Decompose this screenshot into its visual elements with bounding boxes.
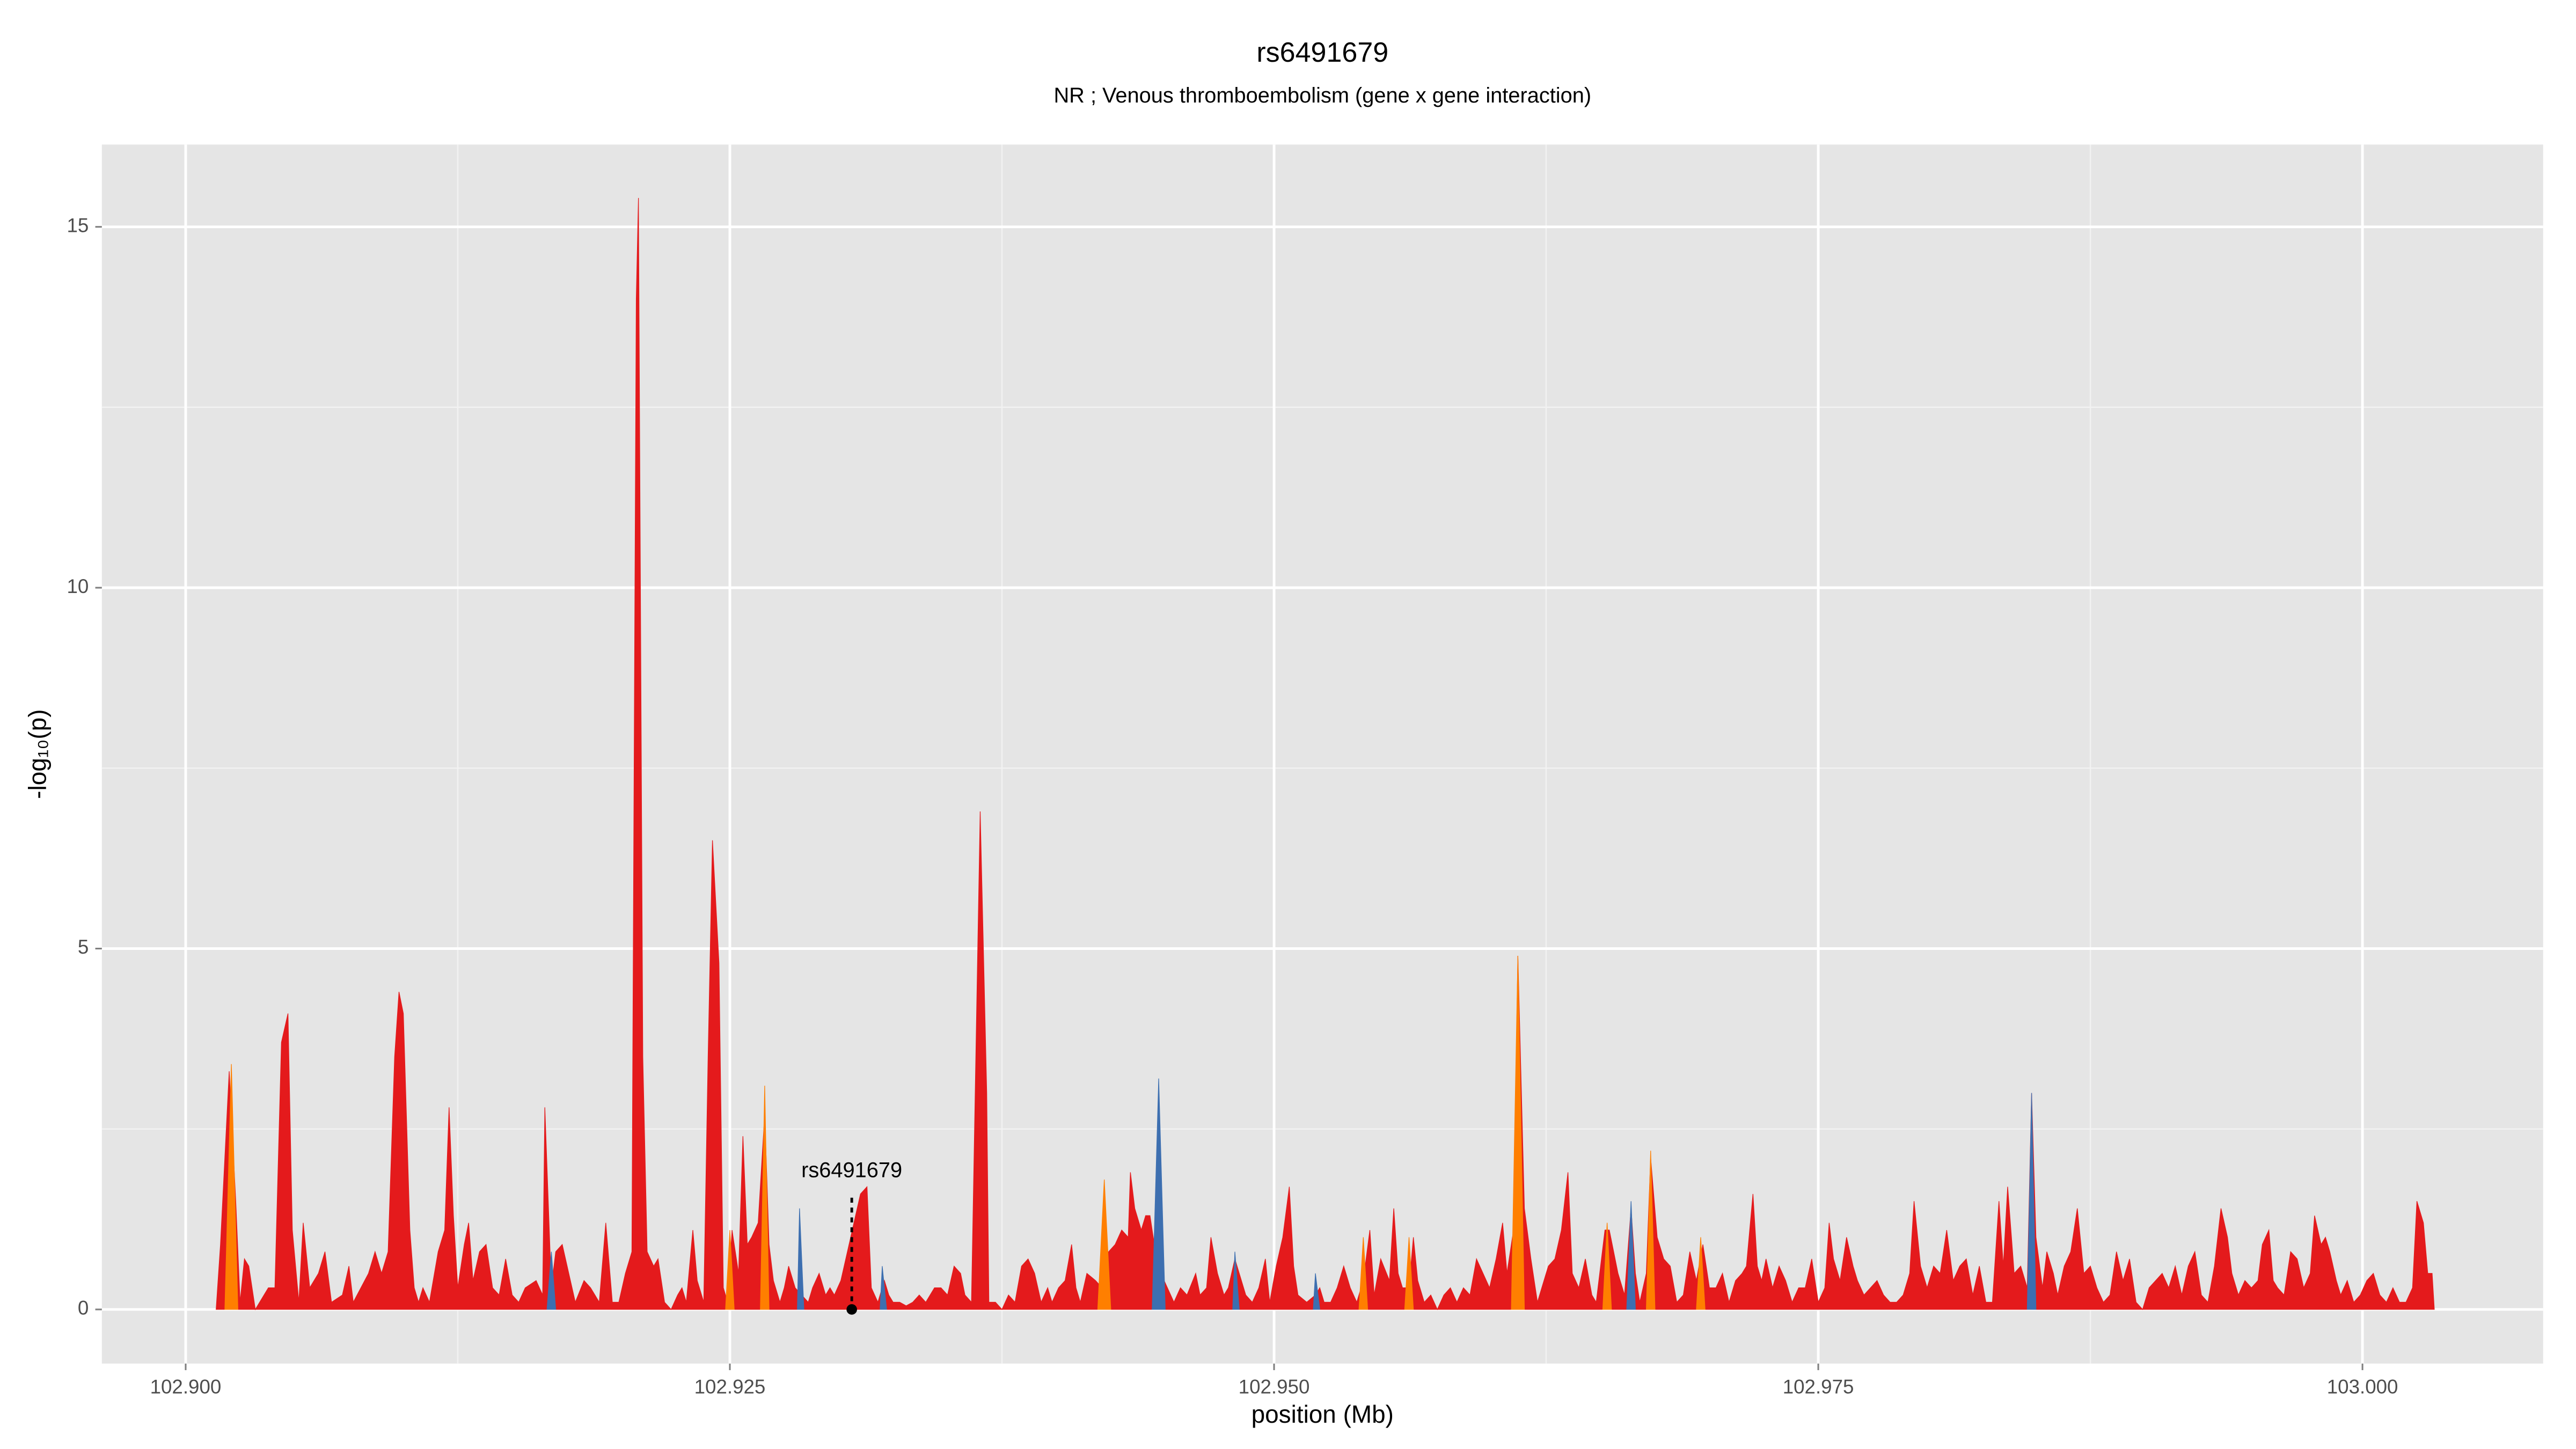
x-axis-label: position (Mb) xyxy=(1252,1400,1394,1428)
x-tick-label: 102.950 xyxy=(1239,1375,1310,1397)
area-series xyxy=(224,955,1706,1310)
x-tick-label: 103.000 xyxy=(2327,1375,2398,1397)
area-series xyxy=(216,197,2435,1311)
chart-title: rs6491679 xyxy=(1256,37,1388,68)
chart-subtitle: NR ; Venous thromboembolism (gene x gene… xyxy=(1053,84,1591,107)
area-series xyxy=(546,1078,2037,1310)
annotation-point xyxy=(846,1304,857,1315)
x-tick-label: 102.925 xyxy=(694,1375,766,1397)
annotation-label: rs6491679 xyxy=(801,1158,902,1182)
y-tick-label: 15 xyxy=(67,214,89,236)
y-tick-label: 0 xyxy=(78,1297,89,1319)
x-tick-label: 102.900 xyxy=(150,1375,222,1397)
y-tick-label: 5 xyxy=(78,936,89,958)
plot-panel xyxy=(101,144,2543,1364)
x-tick-label: 102.975 xyxy=(1783,1375,1854,1397)
y-axis-label: -log₁₀(p) xyxy=(24,709,52,799)
y-tick-label: 10 xyxy=(67,575,89,597)
